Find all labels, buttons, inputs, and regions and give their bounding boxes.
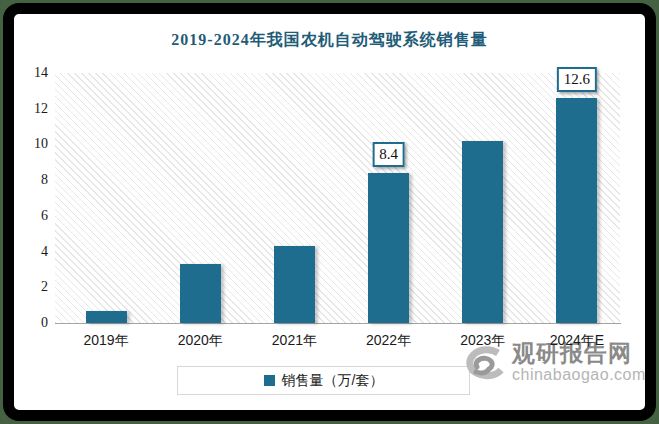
- bar-2024年E: [556, 98, 597, 323]
- x-axis-label: 2019年: [56, 332, 156, 350]
- bar-2023年: [462, 141, 503, 323]
- legend-label: 销售量（万/套）: [282, 372, 384, 390]
- data-label: 8.4: [372, 142, 405, 167]
- y-axis-tick-label: 8: [8, 172, 48, 188]
- y-axis-tick-label: 4: [8, 244, 48, 260]
- x-axis-label: 2024年E: [527, 332, 627, 350]
- x-axis-line: [55, 323, 621, 324]
- bar-2020年: [180, 264, 221, 323]
- chinabaogao-swirl-icon: [458, 346, 510, 388]
- y-axis-tick-label: 6: [8, 208, 48, 224]
- chart-screenshot: 2019-2024年我国农机自动驾驶系统销售量 销售量（万/套） 观研报告网 c…: [0, 0, 659, 424]
- watermark-site: chinabaogao.com: [512, 366, 646, 384]
- x-axis-label: 2021年: [244, 332, 344, 350]
- x-axis-label: 2020年: [150, 332, 250, 350]
- x-axis-label: 2022年: [339, 332, 439, 350]
- y-axis-tick-label: 14: [8, 65, 48, 81]
- legend: 销售量（万/套）: [177, 366, 470, 395]
- plot-area: [55, 73, 620, 323]
- bar-2019年: [86, 311, 127, 323]
- data-label: 12.6: [557, 67, 597, 92]
- bar-2021年: [274, 246, 315, 323]
- y-axis-tick-label: 2: [8, 279, 48, 295]
- y-axis-tick-label: 12: [8, 101, 48, 117]
- x-axis-label: 2023年: [433, 332, 533, 350]
- legend-marker-square: [264, 375, 275, 386]
- chart-canvas: 2019-2024年我国农机自动驾驶系统销售量 销售量（万/套） 观研报告网 c…: [0, 0, 659, 424]
- y-axis-tick-label: 10: [8, 136, 48, 152]
- chart-title: 2019-2024年我国农机自动驾驶系统销售量: [0, 30, 659, 52]
- bar-2022年: [368, 173, 409, 323]
- y-axis-tick-label: 0: [8, 315, 48, 331]
